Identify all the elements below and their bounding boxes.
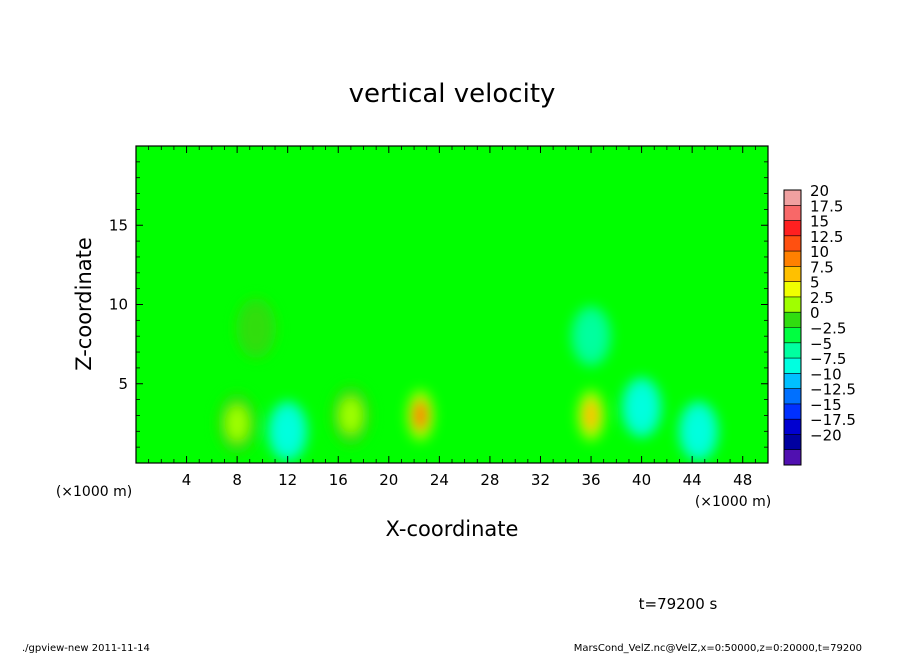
colorbar-label: 5 <box>810 274 820 292</box>
field-feature <box>630 389 653 426</box>
colorbar-label: −7.5 <box>810 350 846 368</box>
field-blur-layer <box>217 298 719 462</box>
x-tick-label: 48 <box>733 471 752 489</box>
x-tick-label: 24 <box>430 471 449 489</box>
colorbar-swatch <box>784 235 801 252</box>
colorbar-swatch <box>784 281 801 298</box>
x-axis-title: X-coordinate <box>386 517 519 541</box>
x-tick-label: 8 <box>232 471 242 489</box>
field-feature <box>276 413 299 450</box>
x-tick-label: 36 <box>581 471 600 489</box>
colorbar-swatch <box>784 266 801 283</box>
colorbar-label: −10 <box>810 365 842 383</box>
colorbar-swatch <box>784 434 801 451</box>
colorbar-label: 10 <box>810 243 829 261</box>
colorbar-label: −15 <box>810 396 842 414</box>
x-tick-label: 32 <box>531 471 550 489</box>
footer-right: MarsCond_VelZ.nc@VelZ,x=0:50000,z=0:2000… <box>574 643 862 654</box>
x-tick-label: 4 <box>182 471 192 489</box>
field-feature <box>583 399 599 432</box>
colorbar-swatch <box>784 312 801 328</box>
colorbar-swatch <box>784 327 801 344</box>
velocity-field <box>217 298 719 462</box>
field-feature <box>687 413 710 450</box>
x-tick-label: 28 <box>480 471 499 489</box>
colorbar-label: 0 <box>810 304 820 322</box>
y-tick-label: 10 <box>109 296 128 314</box>
colorbar-swatch <box>784 388 801 405</box>
colorbar-label: −17.5 <box>810 411 856 429</box>
chart-title: vertical velocity <box>349 79 556 109</box>
y-axis-title: Z-coordinate <box>72 237 96 371</box>
colorbar-swatch <box>784 296 801 313</box>
colorbar-swatch <box>784 220 801 237</box>
colorbar-swatch <box>784 373 801 390</box>
colorbar-label: −2.5 <box>810 320 846 338</box>
y-tick-label: 15 <box>109 216 128 234</box>
x-tick-label: 44 <box>683 471 702 489</box>
colorbar: 2017.51512.5107.552.50−2.5−5−7.5−10−12.5… <box>783 182 856 466</box>
colorbar-swatch <box>784 419 801 435</box>
x-unit-label: (×1000 m) <box>695 494 771 510</box>
colorbar-swatch <box>784 449 801 466</box>
colorbar-swatch <box>784 358 801 374</box>
y-tick-label: 5 <box>118 375 128 393</box>
field-feature <box>339 397 362 434</box>
x-tick-label: 40 <box>632 471 651 489</box>
colorbar-label: −20 <box>810 426 842 444</box>
colorbar-label: 20 <box>810 182 829 200</box>
colorbar-label: 17.5 <box>810 197 843 215</box>
colorbar-swatch <box>784 190 801 206</box>
field-feature <box>412 399 429 432</box>
x-tick-label: 12 <box>278 471 297 489</box>
colorbar-label: −12.5 <box>810 381 856 399</box>
footer-left: ./gpview-new 2011-11-14 <box>22 643 150 654</box>
field-feature <box>226 405 249 442</box>
colorbar-label: 15 <box>810 213 829 231</box>
x-tick-label: 16 <box>329 471 348 489</box>
x-axis-ticks: 4 8 12 16 20 24 28 32 36 40 44 48 <box>148 146 756 489</box>
colorbar-swatch <box>784 251 801 267</box>
y-axis-ticks: 5 10 15 <box>109 161 768 448</box>
plot-area <box>135 145 769 464</box>
field-feature <box>245 310 268 347</box>
colorbar-label: 7.5 <box>810 258 834 276</box>
colorbar-swatch <box>784 342 801 359</box>
colorbar-label: 2.5 <box>810 289 834 307</box>
colorbar-label: −5 <box>810 335 832 353</box>
z-unit-label: (×1000 m) <box>56 484 132 500</box>
time-label: t=79200 s <box>639 595 718 613</box>
colorbar-swatch <box>784 403 801 420</box>
colorbar-label: 12.5 <box>810 228 843 246</box>
field-feature <box>580 318 603 355</box>
colorbar-swatch <box>784 205 801 222</box>
x-tick-label: 20 <box>379 471 398 489</box>
